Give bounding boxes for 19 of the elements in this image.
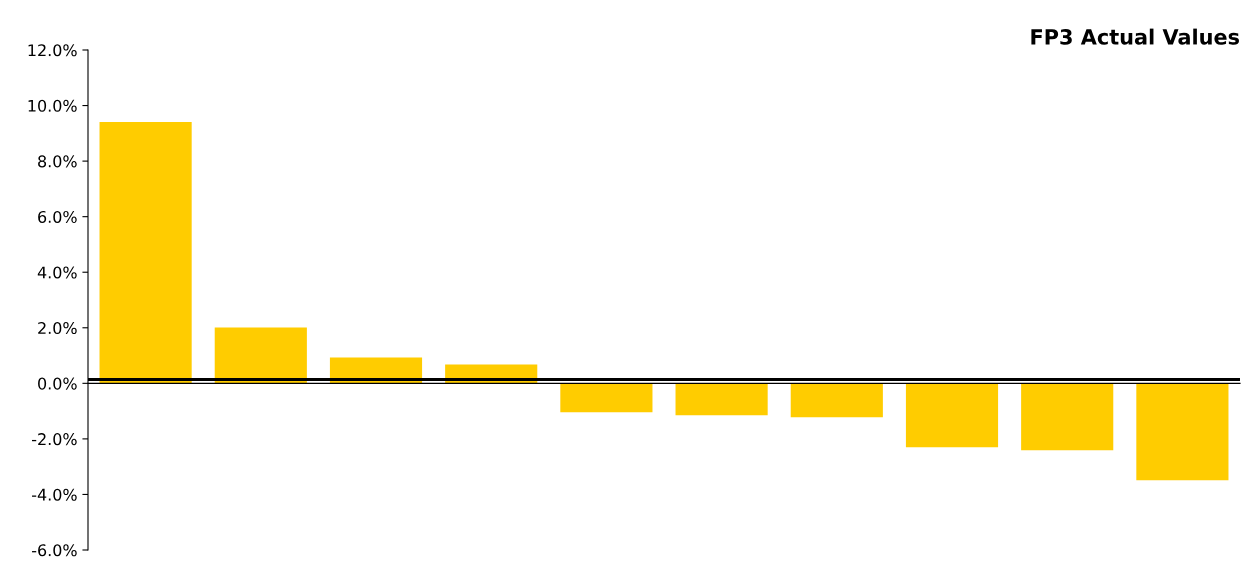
- bar: [560, 383, 653, 413]
- bar: [905, 383, 999, 448]
- y-tick-label: 0.0%: [38, 377, 77, 390]
- y-tick-label: 8.0%: [38, 155, 77, 168]
- y-tick-label: 10.0%: [28, 99, 77, 112]
- bar: [1136, 383, 1229, 481]
- y-tick-label: 4.0%: [37, 266, 77, 279]
- y-tick-label: -2.0%: [32, 433, 77, 446]
- bar: [99, 121, 192, 384]
- bar: [214, 327, 307, 384]
- bar: [790, 383, 883, 418]
- chart-title: FP3 Actual Values: [1031, 28, 1240, 45]
- y-tick-label: -4.0%: [32, 488, 77, 501]
- y-tick-label: 2.0%: [38, 321, 77, 335]
- y-tick-label: 6.0%: [38, 210, 77, 223]
- bar: [1021, 383, 1114, 451]
- y-tick-label: 12.0%: [28, 44, 77, 57]
- y-tick-label: -6.0%: [32, 544, 77, 557]
- bar: [675, 383, 768, 416]
